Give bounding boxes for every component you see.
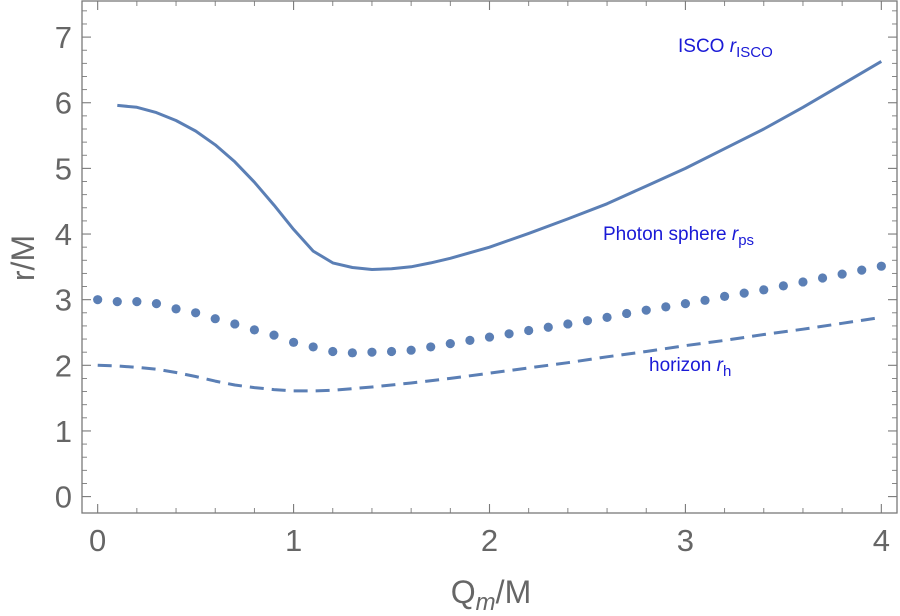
photon-sphere-point [308, 342, 318, 352]
ticks [82, 1, 897, 513]
photon-sphere-point [151, 299, 162, 309]
y-tick-label: 2 [55, 348, 72, 383]
photon-sphere-point [210, 314, 220, 324]
photon-sphere-point [484, 332, 495, 342]
photon-sphere-point [739, 288, 749, 298]
tick-labels: 0 1 2 3 4 0 1 2 3 4 5 6 7 [55, 20, 890, 558]
x-tick-label: 1 [285, 523, 302, 558]
photon-sphere-point [191, 308, 201, 318]
photon-sphere-point [445, 339, 455, 349]
photon-sphere-point [328, 346, 338, 357]
x-tick-label: 3 [677, 523, 694, 558]
isco-annotation: ISCO rISCO [678, 36, 773, 61]
photon-sphere-point [249, 325, 260, 335]
photon-sphere-point [719, 291, 730, 301]
photon-sphere-point [367, 347, 377, 357]
photon-sphere-point [230, 319, 240, 329]
y-tick-label: 6 [55, 86, 72, 121]
photon-sphere-point [798, 277, 808, 287]
photon-sphere-point [269, 330, 279, 340]
y-tick-label: 0 [55, 480, 72, 515]
photon-sphere-point [288, 337, 299, 347]
photon-sphere-point [602, 312, 612, 322]
photon-sphere-point [661, 302, 671, 312]
y-axis-label: r/M [5, 235, 41, 281]
photon-sphere-point [406, 345, 416, 355]
photon-sphere-point [563, 319, 573, 329]
photon-sphere-point [347, 348, 357, 358]
y-tick-label: 3 [55, 283, 72, 318]
x-tick-label: 0 [89, 523, 106, 558]
photon-sphere-point [426, 342, 436, 352]
photon-sphere-point [112, 297, 122, 307]
plot-frame [81, 0, 898, 514]
photon-sphere-point [93, 295, 103, 305]
photon-sphere-point [700, 295, 710, 305]
photon-sphere-point [132, 297, 142, 307]
series-layer [93, 60, 886, 393]
horizon-line [97, 315, 882, 393]
photon-sphere-point [171, 304, 181, 314]
photon-sphere-point [778, 281, 788, 291]
y-tick-label: 4 [55, 217, 72, 252]
y-tick-label: 1 [55, 414, 72, 449]
photon-sphere-point [386, 346, 397, 357]
photon-sphere-point [524, 325, 534, 336]
photon-sphere-point [543, 322, 553, 332]
photon-sphere-point [641, 305, 651, 315]
photon-sphere-point [876, 261, 886, 271]
y-tick-label: 7 [55, 20, 72, 55]
photon-sphere-point [680, 299, 691, 309]
photon-sphere-point [465, 335, 475, 345]
x-tick-label: 2 [481, 523, 498, 558]
x-tick-label: 4 [873, 523, 890, 558]
photon-sphere-point [582, 316, 593, 326]
photon-sphere-annotation: Photon sphere rps [603, 224, 754, 249]
photon-sphere-point [504, 329, 514, 339]
x-axis-label: Qm/M [451, 574, 531, 616]
photon-sphere-point [759, 285, 769, 295]
photon-sphere-point [857, 265, 867, 275]
horizon-annotation: horizon rh [649, 355, 731, 380]
photon-sphere-point [817, 273, 828, 283]
y-tick-label: 5 [55, 151, 72, 186]
photon-sphere-point [837, 269, 847, 279]
isco-line [117, 60, 883, 271]
photon-sphere-point [622, 308, 632, 319]
